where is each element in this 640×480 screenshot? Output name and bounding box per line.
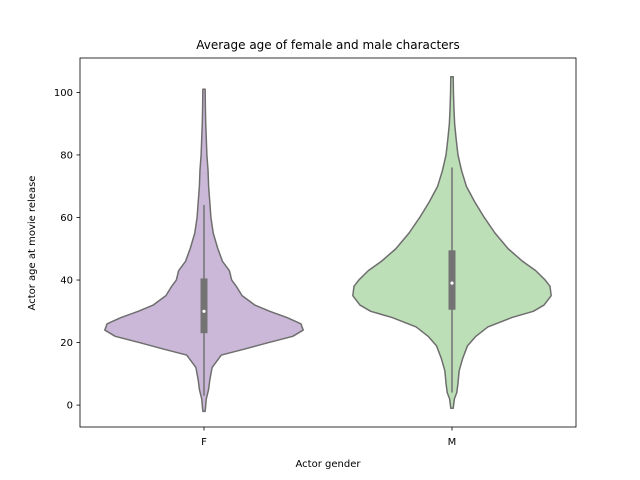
y-tick-label: 60 <box>60 213 73 224</box>
x-axis-label: Actor gender <box>296 459 362 470</box>
y-tick-label: 40 <box>60 276 73 287</box>
y-axis-label: Actor age at movie release <box>27 176 38 311</box>
chart-title: Average age of female and male character… <box>196 38 460 52</box>
plot-area <box>104 76 552 413</box>
median-marker-m <box>450 281 454 285</box>
x-tick-label: F <box>201 437 207 448</box>
iqr-box-m <box>448 250 456 310</box>
axes: 0 20 40 60 80 100 F M <box>54 57 577 448</box>
axes-frame <box>79 57 577 428</box>
y-tick-label: 80 <box>60 150 73 161</box>
iqr-box-f <box>200 278 208 334</box>
y-tick-label: 100 <box>54 88 73 99</box>
median-marker-f <box>202 309 206 313</box>
x-tick-label: M <box>448 437 457 448</box>
y-tick-label: 0 <box>67 401 73 412</box>
y-tick-label: 20 <box>60 338 73 349</box>
